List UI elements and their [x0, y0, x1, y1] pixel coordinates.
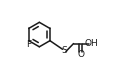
Text: O: O [77, 50, 84, 59]
Text: F: F [26, 40, 31, 49]
Text: OH: OH [85, 39, 98, 48]
Text: S: S [61, 46, 67, 55]
